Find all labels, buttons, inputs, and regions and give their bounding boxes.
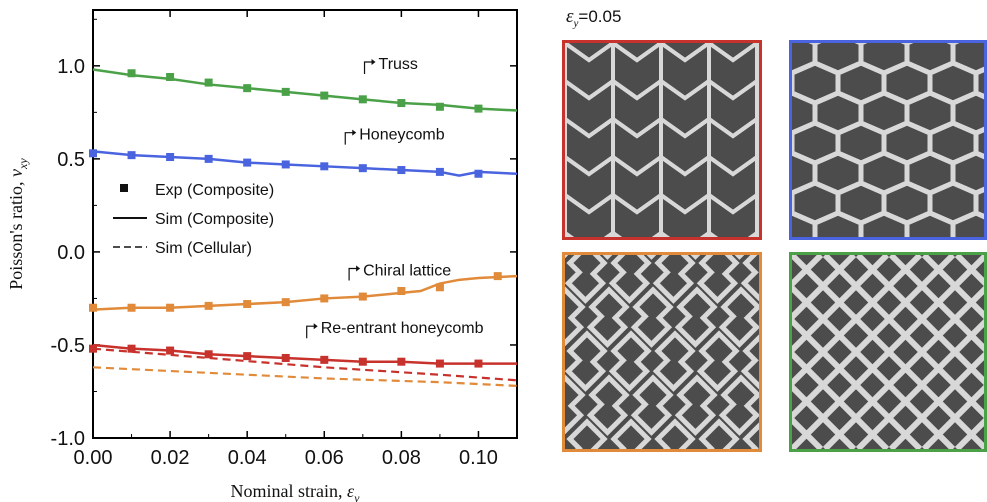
lattice-pattern — [565, 43, 759, 237]
exp-marker — [320, 91, 329, 100]
exp-marker — [397, 166, 406, 175]
exp-marker — [166, 153, 175, 162]
exp-marker — [243, 84, 252, 93]
exp-marker — [243, 158, 252, 167]
exp-marker — [474, 104, 483, 113]
x-tick-label: 0.04 — [228, 447, 267, 469]
exp-marker — [358, 164, 367, 173]
legend-label: Sim (Composite) — [155, 211, 274, 228]
exp-marker — [435, 167, 444, 176]
series-label: Re-entrant honeycomb — [321, 320, 484, 337]
sim-composite-line — [92, 68, 518, 112]
exp-marker — [281, 160, 290, 169]
lattice-pattern — [792, 255, 984, 449]
exp-marker — [127, 69, 136, 78]
series-label: Truss — [379, 56, 418, 73]
legend-marker — [120, 184, 128, 192]
label-arrowhead — [352, 129, 357, 136]
label-arrow — [348, 267, 358, 281]
exp-marker — [435, 283, 444, 292]
y-tick-label: -0.5 — [51, 335, 85, 357]
exp-marker — [166, 303, 175, 312]
strain-value: =0.05 — [578, 7, 622, 26]
x-tick-label: 0.02 — [151, 447, 190, 469]
exp-marker — [204, 78, 213, 87]
label-arrowhead — [313, 323, 318, 330]
x-tick-label: 0.06 — [305, 447, 344, 469]
exp-marker — [281, 298, 290, 307]
poisson-ratio-chart: 0.00 0.02 0.04 0.06 0.08 0.10 -1.0 -0.5 0.0 0.5 1.… — [6, 9, 518, 502]
exp-marker — [204, 301, 213, 310]
strain-symbol: ε — [566, 6, 574, 27]
lattice-pattern — [565, 255, 759, 449]
exp-marker — [358, 292, 367, 301]
exp-marker — [166, 72, 175, 81]
label-arrow — [306, 325, 315, 339]
label-arrowhead — [371, 58, 376, 65]
exp-marker — [89, 344, 97, 353]
exp-marker — [397, 286, 406, 295]
exp-marker — [397, 99, 406, 108]
series-label: Honeycomb — [359, 127, 444, 144]
exp-marker — [281, 353, 290, 362]
sim-composite-line — [92, 150, 518, 177]
exp-marker — [127, 303, 136, 312]
y-tick-label: 0.5 — [57, 149, 85, 171]
exp-marker — [320, 294, 329, 303]
exp-marker — [204, 350, 213, 359]
exp-marker — [320, 355, 329, 364]
exp-marker — [358, 357, 367, 366]
x-axis-label: Nominal strain, εy — [231, 481, 361, 502]
exp-marker — [358, 95, 367, 104]
lattice-pattern — [792, 43, 984, 237]
y-tick-label: 0.0 — [57, 242, 85, 264]
honeycomb-image — [789, 40, 987, 240]
exp-marker — [243, 352, 252, 361]
exp-marker — [435, 359, 444, 368]
exp-marker — [320, 162, 329, 171]
x-tick-label: 0.08 — [382, 447, 421, 469]
y-tick-label: 1.0 — [57, 56, 85, 78]
exp-marker — [474, 169, 483, 178]
plot-frame — [92, 9, 518, 439]
exp-marker — [397, 357, 406, 366]
exp-marker — [281, 87, 290, 96]
x-tick-label: 0.00 — [74, 447, 113, 469]
exp-marker — [166, 346, 175, 355]
strain-label: εy=0.05 — [566, 6, 621, 29]
exp-marker — [474, 359, 483, 368]
reentrant-honeycomb-image — [562, 40, 762, 240]
y-tick-label: -1.0 — [51, 428, 85, 450]
exp-marker — [127, 344, 136, 353]
exp-marker — [493, 272, 502, 281]
exp-marker — [243, 300, 252, 309]
sim-cellular-line — [92, 366, 518, 387]
exp-marker — [204, 154, 213, 163]
label-arrow — [344, 132, 354, 145]
sim-composite-line — [92, 274, 518, 311]
label-arrowhead — [356, 265, 361, 272]
exp-marker — [89, 149, 97, 158]
chiral-lattice-image — [562, 252, 762, 452]
legend-label: Sim (Cellular) — [155, 240, 252, 257]
x-tick-label: 0.10 — [459, 447, 498, 469]
label-arrow — [363, 61, 373, 74]
strain-subscript: y — [573, 17, 579, 30]
series-label: Chiral lattice — [363, 263, 451, 280]
truss-image — [789, 252, 987, 452]
exp-marker — [435, 102, 444, 111]
exp-marker — [89, 303, 97, 312]
exp-marker — [127, 151, 136, 160]
y-axis-label: Poisson's ratio, νxy — [6, 158, 30, 290]
sim-composite-line — [92, 343, 517, 365]
legend-label: Exp (Composite) — [155, 182, 274, 199]
